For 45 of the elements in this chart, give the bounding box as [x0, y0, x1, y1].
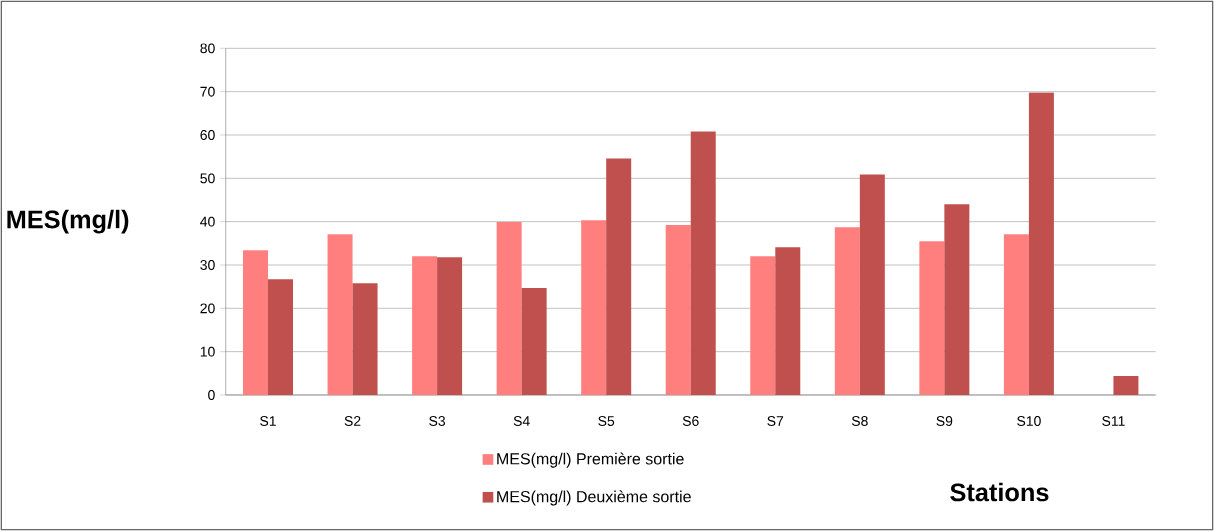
bar [243, 250, 269, 395]
y-tick-label: 50 [200, 173, 215, 184]
bar [775, 247, 801, 395]
x-tick-label: S7 [767, 416, 784, 426]
y-tick-label: 10 [200, 346, 215, 357]
y-tick-label: 30 [200, 260, 215, 270]
bar [268, 279, 294, 395]
x-tick-label: S3 [429, 416, 446, 426]
bar [919, 241, 945, 395]
x-tick-label: S1 [260, 416, 276, 426]
bar [521, 287, 547, 395]
y-tick-label: 80 [200, 43, 215, 54]
bar [944, 204, 970, 395]
bar [496, 222, 522, 395]
bar [606, 158, 632, 395]
x-tick-label: S5 [598, 416, 615, 426]
y-tick-label: 0 [208, 390, 215, 400]
legend-label: MES(mg/l) Première sortie [497, 452, 684, 468]
x-tick-label: S11 [1102, 416, 1125, 426]
bar [1003, 234, 1029, 395]
bar [665, 225, 691, 395]
x-tick-label: S10 [1017, 416, 1041, 426]
y-tick-label: 20 [200, 303, 215, 314]
x-tick-label: S9 [936, 416, 953, 426]
bar [437, 257, 463, 395]
bar [750, 256, 776, 395]
y-tick-label: 40 [200, 216, 215, 227]
y-tick-label: 70 [200, 86, 215, 97]
legend-label: MES(mg/l) Deuxième sortie [497, 490, 691, 506]
y-tick-label: 60 [200, 130, 215, 140]
x-tick-label: S8 [851, 416, 868, 426]
bar [1028, 92, 1054, 395]
bar [412, 256, 438, 395]
bar [352, 283, 378, 395]
bar [1113, 375, 1139, 395]
x-tick-label: S6 [682, 416, 699, 426]
bar [581, 220, 607, 395]
x-axis-title: Stations [950, 482, 1049, 502]
x-tick-label: S4 [513, 416, 530, 426]
bar [859, 174, 885, 395]
bar [327, 234, 353, 395]
y-axis-title: MES(mg/l) [7, 209, 129, 234]
bar [690, 131, 716, 395]
bar [834, 227, 860, 395]
x-tick-label: S2 [344, 416, 361, 426]
